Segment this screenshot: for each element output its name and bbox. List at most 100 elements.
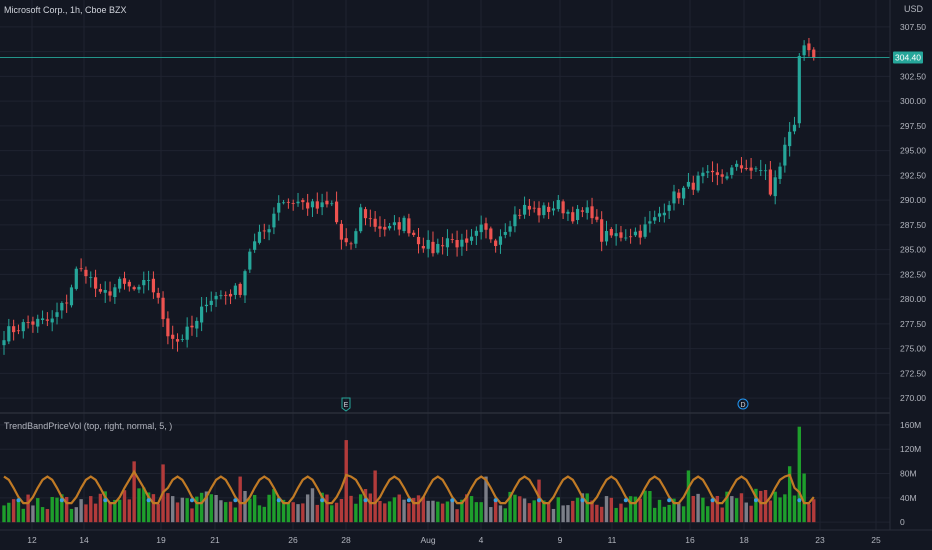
candle-body <box>575 208 580 221</box>
volume-bar <box>55 497 59 523</box>
time-axis[interactable]: 12 14 19 21 26 28 Aug 4 9 11 16 18 23 25 <box>27 535 881 545</box>
candle-body <box>585 207 589 213</box>
candle-body <box>224 294 228 296</box>
volume-bar <box>571 500 575 523</box>
price-tick-label: 290.00 <box>900 195 926 205</box>
candle-body <box>479 224 483 233</box>
volume-bar <box>103 491 107 523</box>
volume-bar <box>614 507 618 523</box>
candle-body <box>127 281 131 287</box>
candle-body <box>561 201 565 214</box>
volume-bar <box>113 499 117 523</box>
volume-bar <box>204 491 209 523</box>
candle-body <box>648 221 652 224</box>
candle-body <box>436 243 440 253</box>
volume-bar <box>301 503 305 523</box>
volume-tick-label: 40M <box>900 493 917 503</box>
volume-bar <box>117 499 122 523</box>
volume-bar <box>638 498 642 523</box>
candle-body <box>180 339 184 340</box>
volume-bar <box>754 488 758 523</box>
indicator-title[interactable]: TrendBandPriceVol (top, right, normal, 5… <box>4 421 173 431</box>
candle-body <box>378 226 382 229</box>
candle-body <box>228 293 233 297</box>
symbol-title[interactable]: Microsoft Corp., 1h, Cboe BZX <box>4 5 127 15</box>
volume-bar <box>171 496 175 523</box>
volume-bar <box>653 507 657 523</box>
volume-bar <box>21 508 25 523</box>
time-tick-label: 18 <box>739 535 749 545</box>
candle-body <box>79 268 83 270</box>
candle-body <box>257 231 262 243</box>
volume-bar <box>334 502 339 523</box>
candle-body <box>108 291 112 296</box>
candle-body <box>450 239 454 240</box>
volume-bar <box>426 500 430 523</box>
candle-body <box>551 208 556 211</box>
candle-body <box>248 251 252 270</box>
candle-body <box>69 287 74 306</box>
volume-bar <box>50 496 54 523</box>
volume-bar <box>479 502 483 523</box>
candle-body <box>441 245 445 247</box>
volume-bar <box>604 496 609 523</box>
volume-bar <box>551 508 556 523</box>
candle-body <box>426 239 430 249</box>
volume-bar <box>199 492 204 523</box>
volume-axis[interactable]: 160M 120M 80M 40M 0 <box>900 420 921 527</box>
candle-body <box>156 292 160 298</box>
volume-bar <box>807 504 811 523</box>
candle-body <box>508 226 512 232</box>
volume-bar <box>720 507 724 523</box>
candle-body <box>494 240 498 247</box>
price-tick-label: 270.00 <box>900 393 926 403</box>
volume-bar <box>787 466 792 523</box>
candle-body <box>735 163 739 167</box>
volume-bar <box>440 503 445 523</box>
candle-body <box>604 230 609 242</box>
volume-bar <box>469 496 474 523</box>
candle-body <box>691 182 695 190</box>
candle-body <box>84 269 88 277</box>
candle-body <box>291 203 295 204</box>
volume-bar <box>281 499 286 523</box>
time-tick-label: Aug <box>420 535 435 545</box>
volume-bar <box>108 502 112 523</box>
candle-body <box>672 191 676 204</box>
price-tick-label: 282.50 <box>900 269 926 279</box>
candle-body <box>609 229 613 236</box>
currency-label[interactable]: USD <box>904 4 924 14</box>
volume-bar <box>238 476 242 523</box>
candle-body <box>98 289 102 292</box>
volume-tick-label: 120M <box>900 444 921 454</box>
candle-body <box>301 200 305 203</box>
candle-body <box>45 319 49 321</box>
last-price-badge: 304.40 <box>893 51 923 64</box>
volume-bar <box>763 490 768 523</box>
last-price-label: 304.40 <box>895 53 921 63</box>
candle-body <box>686 181 691 187</box>
candle-body <box>527 205 531 210</box>
candle-body <box>238 283 242 295</box>
volume-bar <box>628 496 633 523</box>
volume-bar <box>546 503 551 523</box>
candle-body <box>580 210 584 212</box>
candle-body <box>518 214 522 216</box>
volume-bar <box>489 507 493 523</box>
volume-bar <box>672 498 676 523</box>
volume-bar <box>436 501 440 523</box>
volume-bar <box>344 440 348 523</box>
volume-bar <box>397 494 401 523</box>
candle-body <box>373 218 377 227</box>
candle-body <box>344 238 348 243</box>
candle-body <box>171 334 175 339</box>
candle-body <box>662 212 666 216</box>
volume-bar <box>445 501 450 523</box>
signal-dot <box>103 498 108 503</box>
candle-body <box>339 223 343 240</box>
volume-bar <box>175 502 180 523</box>
price-axis[interactable]: 307.50 302.50 300.00 297.50 295.00 292.50 290.… <box>900 22 926 403</box>
volume-bar <box>595 504 599 523</box>
time-tick-label: 25 <box>871 535 881 545</box>
